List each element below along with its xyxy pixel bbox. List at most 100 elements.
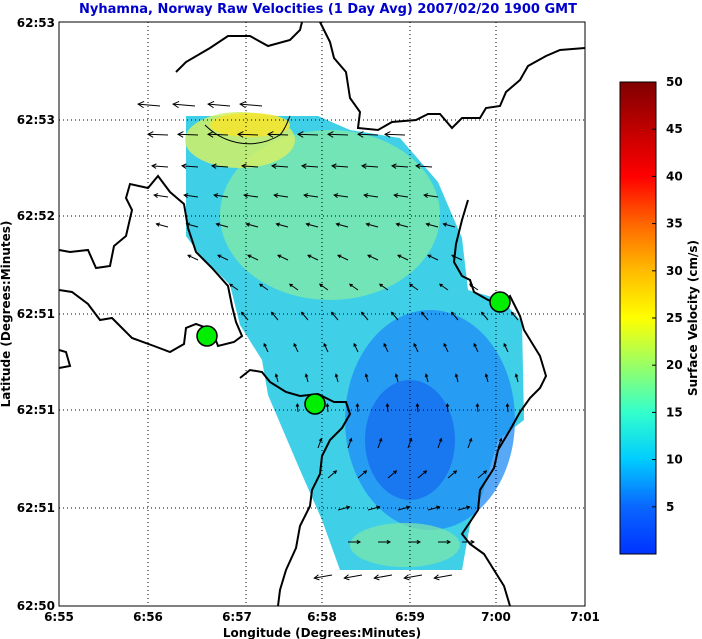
colorbar-tick-label: 45 (666, 122, 683, 136)
vector-arrow (462, 539, 476, 545)
vector-arrow (377, 437, 383, 449)
station-marker (304, 393, 326, 415)
vector-arrow (337, 505, 351, 511)
vector-arrow (438, 539, 452, 545)
velocity-band-upper (220, 130, 440, 300)
vector-arrow (180, 163, 199, 169)
colorbar-label: Surface Velocity (cm/s) (686, 240, 700, 396)
vector-arrow (343, 574, 363, 581)
vector-arrow (296, 131, 319, 138)
y-tick-label: 62:51 (17, 403, 55, 417)
vector-arrow (355, 402, 360, 413)
vector-arrow (176, 131, 199, 138)
vector-arrow (475, 402, 480, 413)
vector-arrow (187, 254, 199, 261)
vector-arrow (450, 311, 459, 321)
vector-arrow (383, 131, 406, 138)
colorbar-tick-label: 40 (666, 169, 683, 183)
vector-arrow (438, 283, 449, 291)
vector-arrow (327, 470, 338, 479)
vector-arrow (395, 222, 409, 228)
station-marker (489, 291, 511, 313)
x-tick-label: 7:00 (481, 610, 511, 624)
vector-arrow (364, 373, 369, 383)
vector-arrow (363, 193, 379, 198)
vector-arrow (275, 222, 289, 228)
colorbar-tick-label: 20 (666, 358, 683, 372)
vector-arrow (270, 163, 289, 169)
y-tick-label: 62:51 (17, 307, 55, 321)
vector-arrow (425, 222, 439, 228)
vector-arrow (266, 131, 289, 138)
vector-arrow (484, 373, 489, 383)
x-tick-label: 6:56 (133, 610, 163, 624)
vector-arrow (330, 163, 349, 169)
vector-arrow (393, 193, 409, 198)
vector-arrow (367, 254, 379, 261)
x-axis-label: Longitude (Degrees:Minutes) (223, 626, 421, 639)
vector-arrow (408, 539, 422, 545)
vector-arrow (288, 283, 299, 291)
x-tick-label: 6:58 (307, 610, 337, 624)
vector-arrow (258, 283, 269, 291)
vector-arrow (423, 193, 439, 198)
vector-arrow (397, 254, 409, 261)
vector-arrow (427, 254, 439, 261)
vector-arrow (206, 131, 229, 138)
coastline (59, 22, 585, 606)
colorbar-gradient (619, 81, 657, 555)
vector-arrow (442, 222, 456, 228)
vector-arrow (137, 100, 161, 109)
vector-arrow (365, 222, 379, 228)
plot-frame (58, 21, 586, 607)
vector-arrow (457, 505, 471, 511)
stations (196, 291, 511, 415)
vector-arrow (510, 311, 519, 321)
vector-arrow (274, 373, 279, 383)
vector-arrow (468, 283, 479, 291)
y-tick-label: 62:53 (17, 113, 55, 127)
vector-arrow (273, 193, 289, 198)
vector-arrow (445, 402, 450, 413)
vector-arrow (443, 342, 449, 353)
vector-arrow (383, 342, 389, 353)
y-tick-label: 62:50 (17, 599, 55, 613)
vector-arrow (424, 373, 429, 383)
vector-arrow (473, 342, 479, 353)
vector-arrow (427, 505, 441, 511)
vector-arrow (480, 311, 489, 321)
vector-arrow (447, 470, 458, 479)
vector-arrow (239, 100, 263, 109)
x-tick-label: 7:01 (570, 610, 600, 624)
vector-arrow (373, 574, 393, 581)
colorbar-ticks: 5 10 15 20 25 30 35 40 45 50 (652, 75, 683, 514)
vector-arrow (323, 342, 329, 353)
vector-arrow (277, 254, 289, 261)
vector-arrow (318, 283, 329, 291)
vector-arrow (360, 311, 369, 321)
y-axis-label: Latitude (Degrees:Minutes) (0, 221, 13, 408)
x-tick-label: 6:57 (222, 610, 252, 624)
colorbar-tick-label: 25 (666, 311, 683, 325)
vector-arrow (433, 574, 453, 581)
y-tick-label: 62:53 (17, 16, 55, 30)
vector-arrow (213, 193, 229, 198)
vector-arrow (335, 222, 349, 228)
vector-arrow (378, 539, 392, 545)
station-marker (196, 325, 218, 347)
grid (59, 22, 585, 606)
vector-arrow (514, 373, 519, 383)
vector-arrow (263, 342, 269, 353)
vector-arrow (153, 193, 169, 198)
vector-arrow (236, 131, 259, 138)
vector-arrow (217, 254, 229, 261)
vector-arrow (300, 163, 319, 169)
vector-arrow (347, 437, 353, 449)
vector-arrow (304, 373, 309, 383)
vector-arrow (477, 470, 488, 479)
colorbar-tick-label: 50 (666, 75, 683, 89)
vector-arrow (247, 254, 259, 261)
vector-arrow (146, 131, 169, 138)
vector-arrow (313, 574, 333, 581)
